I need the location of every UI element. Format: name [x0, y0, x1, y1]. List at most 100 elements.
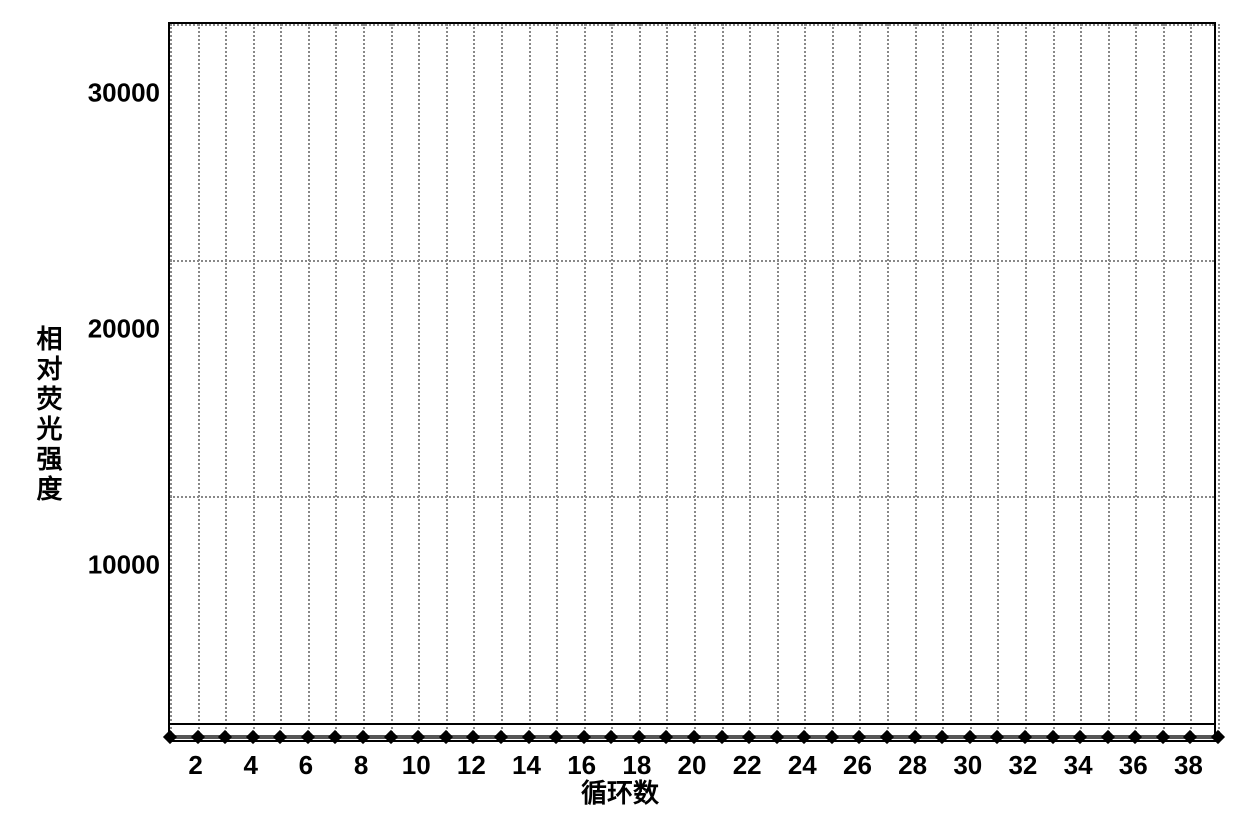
data-point: [577, 730, 591, 744]
plot-inner: [170, 24, 1214, 740]
data-point: [549, 730, 563, 744]
data-point: [191, 730, 205, 744]
data-point: [880, 730, 894, 744]
x-tick-label: 2: [188, 750, 202, 781]
vgrid-line: [942, 24, 944, 740]
vgrid-line: [363, 24, 365, 740]
vgrid-line: [473, 24, 475, 740]
hgrid-line: [170, 496, 1214, 498]
x-tick-label: 30: [953, 750, 982, 781]
vgrid-line: [887, 24, 889, 740]
vgrid-line: [1163, 24, 1165, 740]
vgrid-line: [584, 24, 586, 740]
data-point: [384, 730, 398, 744]
vgrid-line: [1190, 24, 1192, 740]
data-point: [1156, 730, 1170, 744]
vgrid-line: [666, 24, 668, 740]
hgrid-line: [170, 260, 1214, 262]
x-tick-label: 22: [733, 750, 762, 781]
data-point: [990, 730, 1004, 744]
vgrid-line: [611, 24, 613, 740]
vgrid-line: [280, 24, 282, 740]
vgrid-line: [859, 24, 861, 740]
data-point: [1045, 730, 1059, 744]
data-point: [163, 730, 177, 744]
x-tick-label: 38: [1174, 750, 1203, 781]
threshold-line: [170, 723, 1214, 725]
vgrid-line: [335, 24, 337, 740]
data-point: [1073, 730, 1087, 744]
x-tick-label: 14: [512, 750, 541, 781]
hgrid-line: [170, 24, 1214, 26]
data-point: [825, 730, 839, 744]
vgrid-line: [1218, 24, 1220, 740]
x-tick-label: 16: [567, 750, 596, 781]
data-point: [908, 730, 922, 744]
y-tick-label: 20000: [70, 313, 160, 344]
x-tick-label: 18: [622, 750, 651, 781]
data-point: [963, 730, 977, 744]
x-tick-label: 20: [678, 750, 707, 781]
vgrid-line: [529, 24, 531, 740]
plot-area: [168, 22, 1216, 742]
x-tick-label: 8: [354, 750, 368, 781]
y-tick-label: 30000: [70, 77, 160, 108]
data-point: [411, 730, 425, 744]
data-point: [715, 730, 729, 744]
vgrid-line: [1025, 24, 1027, 740]
vgrid-line: [804, 24, 806, 740]
data-point: [273, 730, 287, 744]
vgrid-line: [777, 24, 779, 740]
data-point: [659, 730, 673, 744]
data-point: [797, 730, 811, 744]
vgrid-line: [832, 24, 834, 740]
data-point: [632, 730, 646, 744]
data-point: [494, 730, 508, 744]
data-point: [1211, 730, 1225, 744]
data-point: [218, 730, 232, 744]
x-tick-label: 36: [1119, 750, 1148, 781]
x-tick-label: 28: [898, 750, 927, 781]
x-tick-label: 24: [788, 750, 817, 781]
vgrid-line: [446, 24, 448, 740]
data-point: [770, 730, 784, 744]
data-point: [604, 730, 618, 744]
vgrid-line: [694, 24, 696, 740]
data-point: [852, 730, 866, 744]
vgrid-line: [749, 24, 751, 740]
data-point: [1018, 730, 1032, 744]
vgrid-line: [722, 24, 724, 740]
vgrid-line: [997, 24, 999, 740]
vgrid-line: [1135, 24, 1137, 740]
vgrid-line: [1108, 24, 1110, 740]
data-point: [1101, 730, 1115, 744]
data-point: [356, 730, 370, 744]
x-tick-label: 6: [299, 750, 313, 781]
vgrid-line: [1080, 24, 1082, 740]
vgrid-line: [308, 24, 310, 740]
data-point: [742, 730, 756, 744]
data-point: [439, 730, 453, 744]
vgrid-line: [253, 24, 255, 740]
y-tick-label: 10000: [70, 549, 160, 580]
vgrid-line: [556, 24, 558, 740]
vgrid-line: [1053, 24, 1055, 740]
x-tick-label: 34: [1064, 750, 1093, 781]
data-point: [1183, 730, 1197, 744]
data-point: [687, 730, 701, 744]
data-point: [1128, 730, 1142, 744]
vgrid-line: [418, 24, 420, 740]
vgrid-line: [501, 24, 503, 740]
chart-container: 相对荧光强度 循环数 100002000030000 2468101214161…: [20, 20, 1220, 810]
vgrid-line: [225, 24, 227, 740]
vgrid-line: [915, 24, 917, 740]
x-tick-label: 12: [457, 750, 486, 781]
data-point: [301, 730, 315, 744]
x-tick-label: 26: [843, 750, 872, 781]
vgrid-line: [170, 24, 172, 740]
data-point: [466, 730, 480, 744]
data-point: [328, 730, 342, 744]
x-tick-label: 10: [402, 750, 431, 781]
vgrid-line: [391, 24, 393, 740]
vgrid-line: [198, 24, 200, 740]
